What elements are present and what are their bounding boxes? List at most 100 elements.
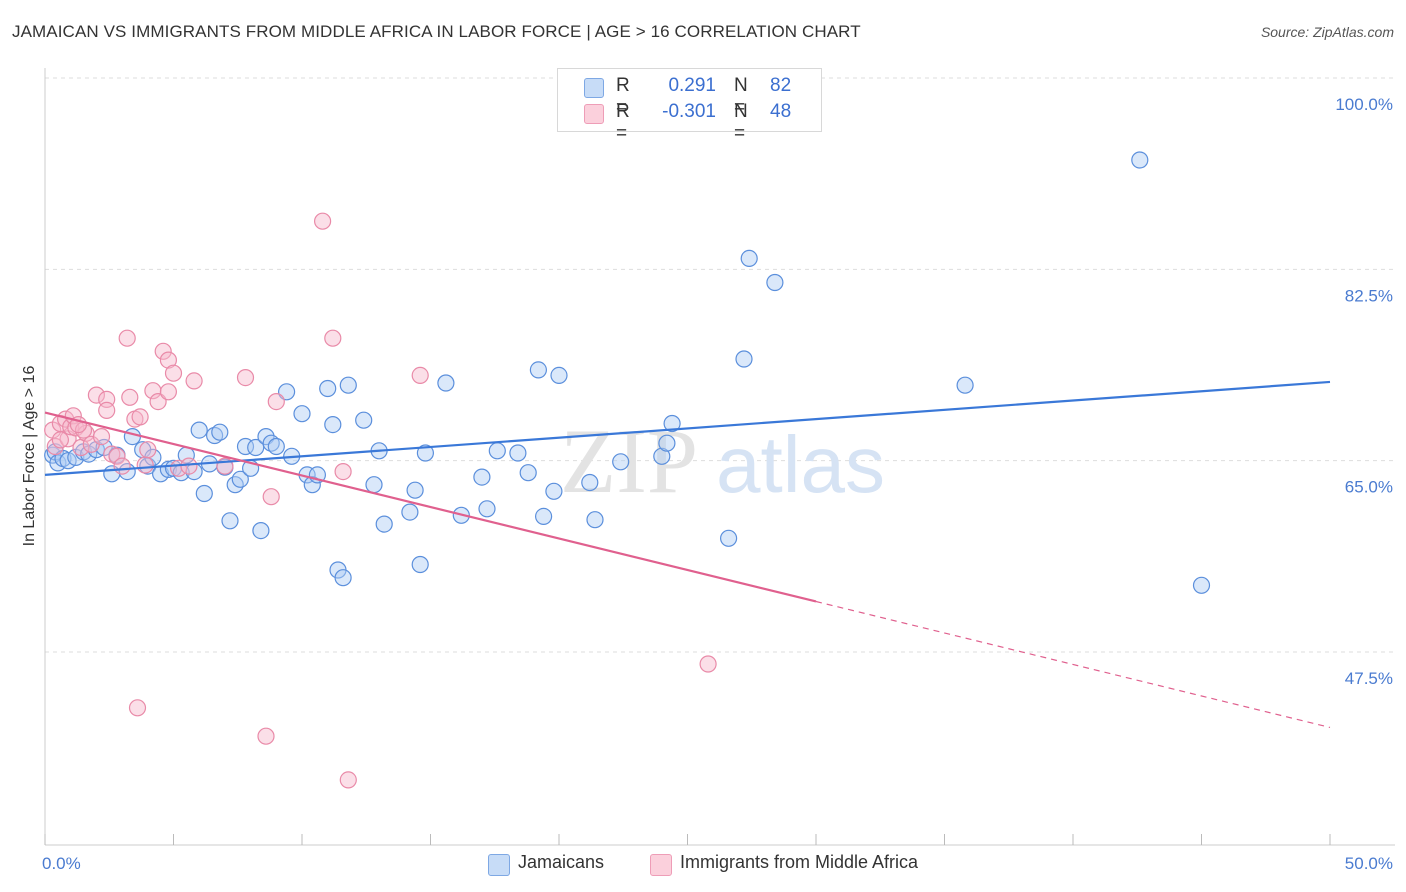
jamaican-point-58	[437, 374, 455, 392]
jamaican-point-46	[324, 416, 342, 434]
jamaican-point-48	[334, 569, 352, 587]
jamaican-point-69	[581, 473, 599, 492]
jamaican-point-26	[206, 426, 224, 445]
legend-swatch-blue	[584, 78, 604, 98]
trend-lines	[44, 380, 1331, 729]
y-tick-label-3: 100.0%	[1335, 95, 1393, 114]
jamaican-point-35	[252, 521, 270, 540]
jamaican-point-38	[267, 437, 285, 456]
middle-africa-point-34	[267, 393, 285, 411]
r-label: R =	[616, 75, 630, 118]
grid-lines	[45, 77, 1395, 653]
middle-africa-point-26	[159, 351, 177, 369]
jamaican-point-57	[416, 444, 434, 462]
jamaican-point-67	[545, 482, 563, 500]
middle-africa-point-29	[185, 372, 203, 390]
jamaican-point-71	[612, 453, 630, 471]
legend-swatch-pink	[650, 854, 672, 876]
middle-africa-point-15	[108, 447, 126, 465]
trend-line-1	[44, 411, 817, 603]
jamaican-point-62	[488, 442, 506, 460]
jamaican-point-73	[658, 434, 676, 452]
y-tick-label-0: 47.5%	[1345, 669, 1393, 688]
jamaican-point-27	[211, 423, 229, 441]
jamaican-point-51	[365, 476, 383, 494]
legend-label: Jamaicans	[518, 852, 605, 872]
jamaican-point-65	[529, 361, 548, 379]
middle-africa-point-11	[87, 386, 106, 404]
jamaican-point-78	[766, 273, 784, 292]
jamaican-point-31	[231, 470, 249, 488]
middle-africa-point-18	[121, 388, 139, 406]
jamaican-point-70	[586, 511, 604, 529]
y-tick-label-2: 82.5%	[1345, 286, 1393, 305]
jamaican-point-43	[303, 476, 321, 494]
middle-africa-point-47	[159, 383, 177, 401]
middle-africa-point-22	[139, 441, 157, 459]
legend-swatch-pink	[584, 104, 604, 124]
x-tick-label-0: 0.0%	[42, 854, 81, 873]
middle-africa-point-27	[164, 364, 183, 382]
n-value: 48	[770, 101, 792, 122]
middle-africa-point-17	[118, 329, 136, 347]
middle-africa-point-25	[154, 342, 172, 360]
jamaican-point-81	[1192, 576, 1211, 594]
middle-africa-point-32	[262, 488, 280, 506]
data-points	[44, 151, 1211, 789]
middle-africa-point-44	[51, 431, 70, 449]
trend-line-0	[44, 380, 1331, 476]
jamaican-point-79	[956, 376, 974, 394]
middle-africa-point-42	[98, 401, 116, 419]
middle-africa-point-46	[180, 457, 198, 475]
jamaican-point-68	[550, 366, 568, 384]
watermark-atlas: atlas	[716, 420, 885, 509]
n-label: N =	[734, 75, 748, 118]
jamaican-point-76	[735, 350, 753, 368]
jamaican-point-41	[293, 405, 311, 423]
middle-africa-point-35	[314, 212, 332, 230]
middle-africa-point-12	[92, 428, 111, 446]
jamaican-point-13	[123, 428, 141, 446]
jamaican-point-55	[406, 481, 424, 499]
r-value: 0.291	[668, 75, 716, 96]
jamaican-point-50	[355, 411, 373, 429]
jamaican-point-64	[519, 464, 537, 482]
middle-africa-point-31	[236, 369, 255, 387]
jamaican-point-29	[221, 512, 239, 530]
jamaican-point-80	[1131, 151, 1149, 169]
trend-line-dashed-1	[815, 600, 1331, 729]
chart-title: JAMAICAN VS IMMIGRANTS FROM MIDDLE AFRIC…	[12, 22, 861, 41]
middle-africa-point-16	[113, 457, 131, 475]
jamaican-point-66	[534, 507, 553, 526]
jamaican-point-34	[247, 438, 265, 457]
x-tick-label-1: 50.0%	[1345, 854, 1393, 873]
jamaican-point-54	[401, 503, 419, 521]
n-value: 82	[770, 75, 792, 96]
r-value: -0.301	[662, 101, 716, 122]
jamaican-point-74	[663, 414, 681, 433]
jamaican-point-37	[262, 434, 280, 452]
series-legend: Jamaicans Immigrants from Middle Africa	[0, 852, 1406, 878]
jamaican-point-77	[740, 249, 758, 267]
jamaican-point-53	[375, 515, 393, 533]
jamaican-point-63	[509, 444, 527, 462]
middle-africa-point-33	[257, 727, 275, 745]
jamaican-point-61	[478, 500, 496, 518]
middle-africa-point-38	[339, 771, 357, 789]
middle-africa-point-20	[131, 408, 149, 426]
jamaican-point-72	[653, 447, 671, 465]
tick-labels: 47.5% 65.0% 82.5% 100.0% 0.0% 50.0%	[42, 95, 1393, 873]
middle-africa-point-36	[324, 329, 342, 347]
legend-label: Immigrants from Middle Africa	[680, 852, 919, 872]
jamaican-point-56	[411, 555, 429, 574]
jamaican-point-49	[339, 376, 357, 394]
y-tick-label-1: 65.0%	[1345, 478, 1393, 497]
r-label: R =	[616, 101, 630, 144]
jamaican-point-60	[473, 468, 491, 486]
legend-swatch-blue	[488, 854, 510, 876]
middle-africa-point-40	[699, 655, 717, 673]
middle-africa-point-37	[334, 463, 352, 481]
middle-africa-point-39	[411, 366, 429, 384]
middle-africa-point-21	[136, 456, 154, 474]
